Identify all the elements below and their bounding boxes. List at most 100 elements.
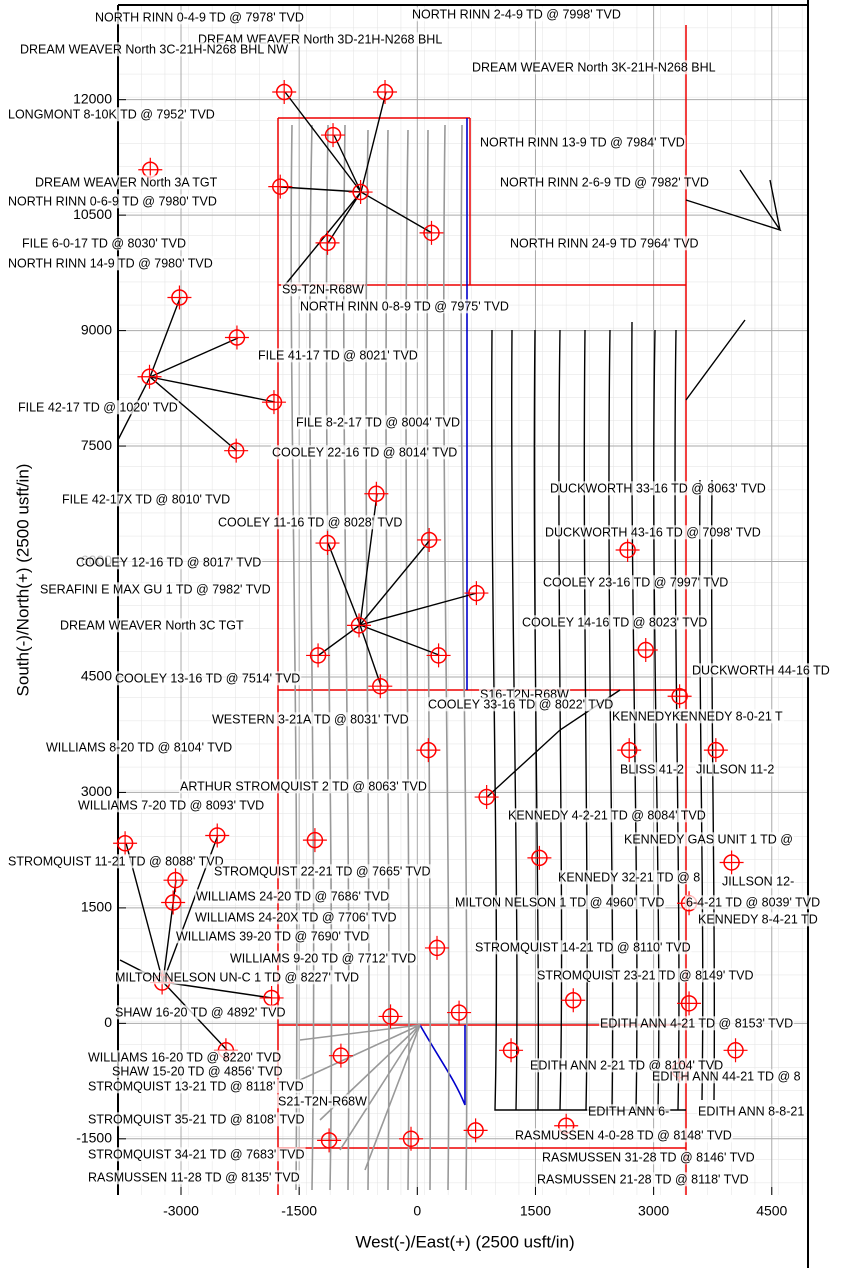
- target: [163, 868, 188, 893]
- label-bg: [411, 7, 622, 22]
- label-bg: [295, 415, 461, 430]
- target-circle: [164, 894, 182, 911]
- target-circle: [423, 224, 440, 242]
- well-label: COOLEY 23-16 TD @ 7997' TVD: [543, 575, 728, 589]
- well-label: FILE 42-17X TD @ 8010' TVD: [62, 492, 230, 506]
- target-circle: [467, 1122, 484, 1139]
- well-paths: [117, 91, 782, 1111]
- label-bg: [281, 282, 366, 297]
- target-circle: [376, 83, 394, 101]
- well-label: NORTH RINN 13-9 TD @ 7984' TVD: [480, 135, 685, 149]
- y-tick-label: 0: [104, 1014, 112, 1030]
- well-label: RASMUSSEN 4-0-28 TD @ 8148' TVD: [515, 1128, 732, 1142]
- well-label: COOLEY 33-16 TD @ 8022' TVD: [428, 697, 613, 711]
- target-circle: [320, 1132, 338, 1149]
- label-bg: [45, 740, 234, 755]
- label-bg: [7, 256, 214, 271]
- well-label: WILLIAMS 7-20 TD @ 8093' TVD: [78, 798, 264, 812]
- label-bg: [542, 575, 730, 590]
- label-bg: [549, 481, 767, 496]
- label-bg: [454, 895, 666, 910]
- label-bg: [474, 940, 692, 955]
- label-bg: [514, 1128, 733, 1143]
- y-tick-label: 7500: [81, 437, 112, 453]
- target-circle: [352, 183, 369, 201]
- target-circle: [319, 234, 336, 252]
- target-circle: [272, 178, 289, 195]
- well-label: RASMUSSEN 31-28 TD @ 8146' TVD: [542, 1150, 755, 1164]
- well-label: KENNEDY 6-: [612, 709, 687, 723]
- well-label: DUCKWORTH 44-16 TD: [692, 663, 830, 677]
- well-label: MILTON NELSON UN-C 1 TD @ 8227' TVD: [115, 970, 359, 984]
- target-circle: [620, 741, 638, 759]
- well-label: NORTH RINN 2-4-9 TD @ 7998' TVD: [412, 7, 621, 21]
- label-bg: [77, 798, 266, 813]
- target-circle: [372, 677, 389, 695]
- target-circle: [420, 531, 438, 549]
- target: [474, 785, 499, 810]
- target-circle: [141, 368, 158, 386]
- target: [633, 638, 658, 663]
- y-tick-label: 4500: [81, 668, 112, 684]
- target: [302, 828, 327, 853]
- target-circle: [228, 329, 246, 346]
- label-bg: [623, 832, 794, 847]
- target: [373, 79, 398, 104]
- well-label: EDITH ANN 44-21 TD @ 8: [652, 1069, 801, 1083]
- well-label: WILLIAMS 8-20 TD @ 8104' TVD: [46, 740, 232, 754]
- target: [499, 1038, 524, 1063]
- label-bg: [217, 515, 404, 530]
- target: [268, 174, 293, 199]
- label-bg: [507, 808, 707, 823]
- y-tick-label: 3000: [81, 783, 112, 799]
- well-label: DUCKWORTH 33-16 TD @ 8063' TVD: [550, 481, 766, 495]
- target: [315, 230, 340, 255]
- x-tick-label: 4500: [756, 1203, 787, 1219]
- target-circle: [478, 788, 495, 806]
- well-label: WILLIAMS 24-20 TD @ 7686' TVD: [196, 889, 389, 903]
- well-label: KENNEDY GAS UNIT 1 TD @: [624, 832, 793, 846]
- well-label: DUCKWORTH 43-16 TD @ 7098' TVD: [545, 525, 761, 539]
- well-label: WILLIAMS 16-20 TD @ 8220' TVD: [88, 1050, 281, 1064]
- label-bg: [87, 1147, 306, 1162]
- label-bg: [427, 697, 615, 712]
- target-circle: [309, 647, 327, 664]
- target: [378, 1004, 403, 1029]
- y-tick-label: 1500: [81, 899, 112, 915]
- well-label: KENNEDY 32-21 TD @ 8: [558, 870, 700, 884]
- well-label: KENNEDY 8-4-21 TD: [698, 912, 818, 926]
- label-bg: [499, 175, 710, 190]
- well-label: BLISS 41-2: [620, 762, 684, 776]
- well-label: COOLEY 22-16 TD @ 8014' TVD: [272, 445, 457, 459]
- x-tick-label: 3000: [638, 1203, 669, 1219]
- label-bg: [697, 912, 819, 927]
- target: [167, 285, 192, 310]
- well-label: SERAFINI E MAX GU 1 TD @ 7982' TVD: [40, 582, 271, 596]
- x-tick-label: 1500: [520, 1203, 551, 1219]
- well-label: RASMUSSEN 11-28 TD @ 8135' TVD: [88, 1170, 300, 1184]
- y-axis-title: South(-)/North(+) (2500 usft/in): [13, 464, 32, 697]
- label-bg: [114, 970, 361, 985]
- well-label: EDITH ANN 4-21 TD @ 8153' TVD: [600, 1016, 793, 1030]
- label-bg: [587, 1104, 671, 1119]
- label-bg: [7, 107, 216, 122]
- well-label: MILTON NELSON 1 TD @ 4960' TVD: [455, 895, 664, 909]
- target-circle: [319, 534, 336, 552]
- well-label: JILLSON 11-2: [696, 762, 774, 776]
- target-circle: [265, 393, 283, 411]
- target-circle: [502, 1042, 520, 1059]
- target-circle: [428, 939, 446, 957]
- target: [416, 738, 441, 763]
- target: [347, 613, 372, 638]
- annotations: NORTH RINN 0-4-9 TD @ 7978' TVD NORTH RIN…: [7, 7, 831, 1187]
- well-label: 6-4-21 TD @ 8039' TVD: [686, 895, 820, 909]
- well-label: STROMQUIST 14-21 TD @ 8110' TVD: [475, 940, 691, 954]
- well-label: WILLIAMS 9-20 TD @ 7712' TVD: [230, 951, 416, 965]
- label-bg: [277, 1094, 369, 1109]
- target-circle: [306, 831, 324, 849]
- target: [161, 890, 186, 915]
- well-label: COOLEY 12-16 TD @ 8017' TVD: [76, 555, 261, 569]
- well-label: S9-T2N-R68W: [282, 282, 364, 296]
- target-circle: [723, 854, 740, 871]
- well-label: KENNEDY 8-0-21 T: [672, 709, 783, 723]
